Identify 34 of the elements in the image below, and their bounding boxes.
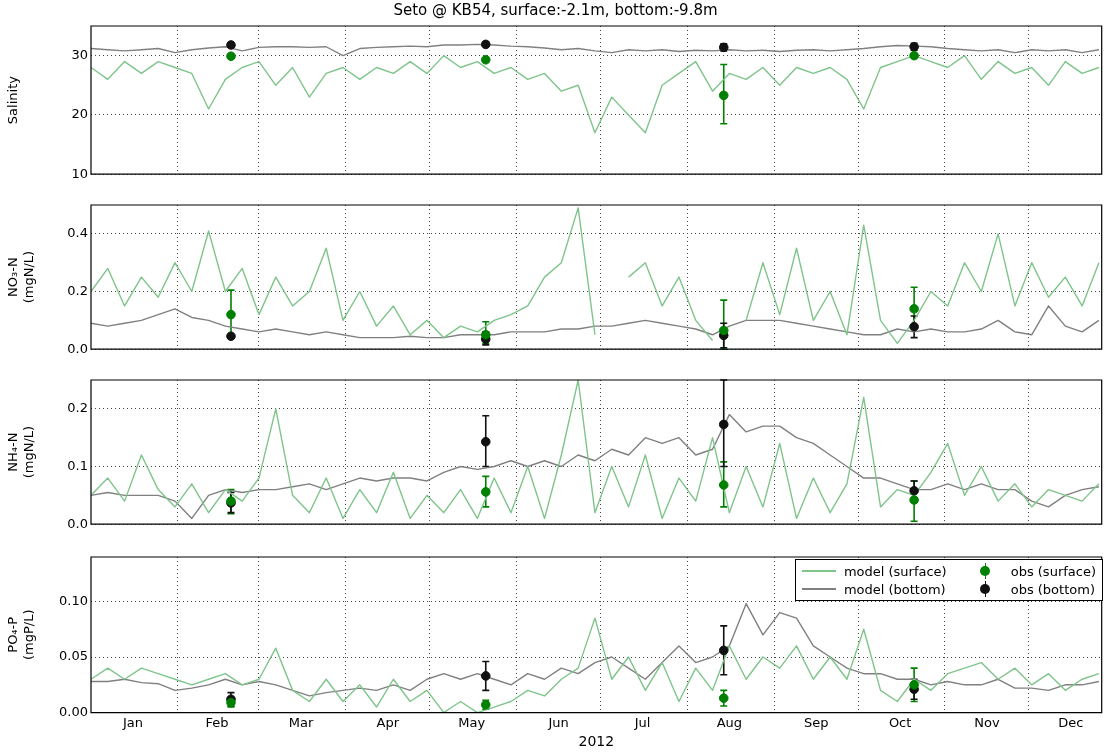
x-tick-label: Nov [974, 714, 1000, 730]
x-tick-label: Sep [803, 714, 829, 730]
x-tick-label: Feb [205, 714, 229, 730]
x-tick-label: Jul [633, 714, 651, 730]
legend-label: obs (bottom) [1010, 581, 1095, 597]
legend-label: model (bottom) [843, 581, 946, 597]
x-axis-title: 2012 [578, 733, 615, 750]
y-axis-title: NO₃-N (mgN/L) [5, 250, 36, 304]
x-tick-label: Dec [1058, 714, 1084, 730]
y-axis-title: NH₄-N (mgN/L) [5, 425, 36, 479]
legend-label: obs (surface) [1010, 563, 1096, 579]
y-tick-label: 0.0 [67, 515, 88, 531]
x-tick-label: Mar [288, 714, 314, 730]
x-tick-label: Aug [716, 714, 743, 730]
y-axis-title: PO₄-P (mgP/L) [5, 609, 36, 661]
x-tick-label: Apr [376, 714, 400, 730]
y-tick-label: 0.2 [67, 400, 88, 416]
x-tick-label: Jun [547, 714, 569, 730]
x-tick-label: Oct [888, 714, 912, 730]
y-tick-label: 0.4 [67, 225, 88, 241]
y-tick-label: 0.05 [59, 648, 88, 664]
y-tick-label: 0.10 [59, 592, 88, 608]
y-axis-title: Salinity [5, 75, 21, 125]
y-tick-label: 20 [71, 106, 88, 122]
y-tick-label: 0.1 [67, 457, 88, 473]
x-tick-label: Jan [121, 714, 144, 730]
y-tick-label: 30 [71, 47, 88, 63]
y-tick-label: 0.2 [67, 282, 88, 298]
chart-title: Seto @ KB54, surface:-2.1m, bottom:-9.8m [393, 0, 718, 19]
x-tick-label: May [458, 714, 486, 730]
y-tick-label: 0.00 [59, 703, 88, 719]
y-tick-label: 10 [71, 165, 88, 181]
y-tick-label: 0.0 [67, 340, 88, 356]
legend-label: model (surface) [843, 563, 947, 579]
